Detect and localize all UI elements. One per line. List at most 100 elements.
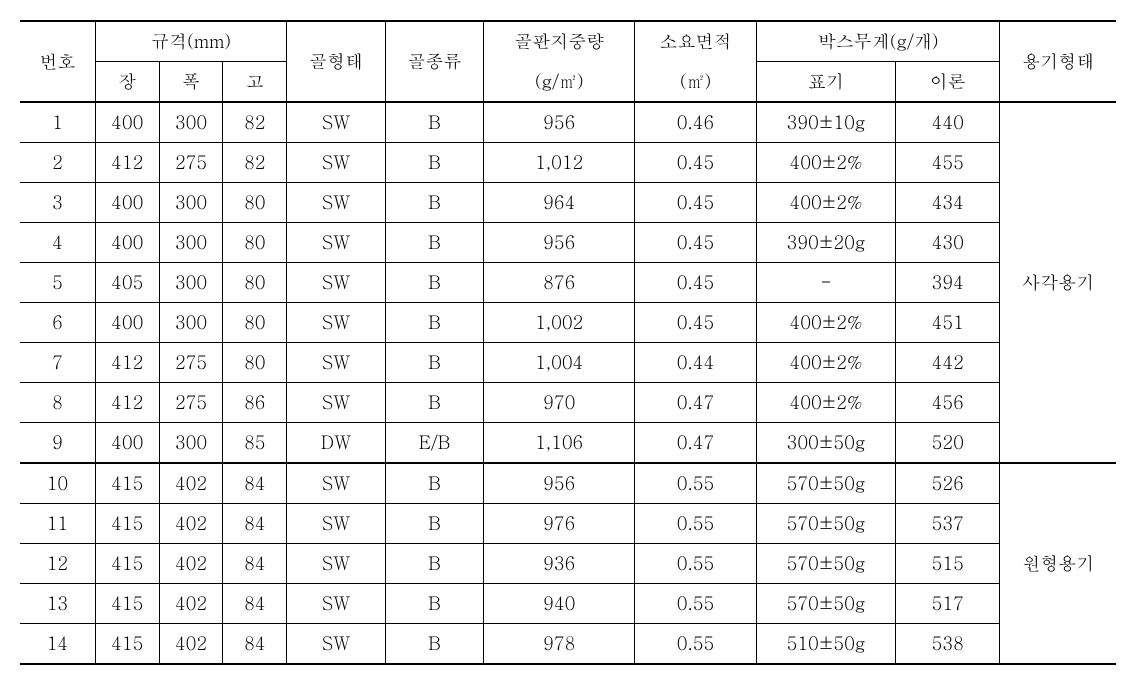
cell-num: 10 xyxy=(20,463,95,504)
cell-width: 300 xyxy=(159,423,223,464)
cell-req-area: 0.45 xyxy=(635,183,757,223)
cell-height: 84 xyxy=(223,584,287,624)
hdr-box-theory: 이론 xyxy=(896,62,1000,103)
table-container: 번호 규격(mm) 골형태 골종류 골판지중량 소요면적 박스무게(g/개) 용… xyxy=(20,20,1116,665)
cell-board-weight: 956 xyxy=(484,102,635,143)
cell-flute-form: SW xyxy=(287,343,386,383)
cell-req-area: 0.44 xyxy=(635,343,757,383)
cell-height: 80 xyxy=(223,303,287,343)
cell-flute-form: SW xyxy=(287,102,386,143)
cell-width: 402 xyxy=(159,624,223,665)
cell-req-area: 0.55 xyxy=(635,504,757,544)
cell-flute-form: SW xyxy=(287,383,386,423)
cell-box-theory: 455 xyxy=(896,143,1000,183)
cell-req-area: 0.55 xyxy=(635,463,757,504)
cell-box-theory: 442 xyxy=(896,343,1000,383)
cell-board-weight: 956 xyxy=(484,223,635,263)
cell-length: 412 xyxy=(95,383,159,423)
cell-box-label: 390±10g xyxy=(756,102,895,143)
hdr-req-area-unit: (㎡) xyxy=(635,62,757,103)
cell-req-area: 0.45 xyxy=(635,143,757,183)
cell-length: 405 xyxy=(95,263,159,303)
cell-height: 80 xyxy=(223,343,287,383)
table-row: 440030080SWB9560.45390±20g430 xyxy=(20,223,1116,263)
cell-width: 300 xyxy=(159,102,223,143)
cell-box-label: 570±50g xyxy=(756,584,895,624)
cell-length: 400 xyxy=(95,183,159,223)
cell-container-type: 사각용기 xyxy=(1000,102,1116,463)
cell-box-label: 510±50g xyxy=(756,624,895,665)
cell-req-area: 0.55 xyxy=(635,544,757,584)
cell-width: 402 xyxy=(159,463,223,504)
table-row: 1141540284SWB9760.55570±50g537 xyxy=(20,504,1116,544)
table-row: 1341540284SWB9400.55570±50g517 xyxy=(20,584,1116,624)
table-body-group2: 1041540284SWB9560.55570±50g526원형용기114154… xyxy=(20,463,1116,664)
cell-req-area: 0.45 xyxy=(635,223,757,263)
cell-width: 300 xyxy=(159,303,223,343)
cell-box-theory: 430 xyxy=(896,223,1000,263)
cell-height: 85 xyxy=(223,423,287,464)
hdr-spec: 규격(mm) xyxy=(95,21,286,62)
table-row: 841227586SWB9700.47400±2%456 xyxy=(20,383,1116,423)
cell-flute-type: E/B xyxy=(385,423,484,464)
cell-height: 80 xyxy=(223,223,287,263)
table-row: 140030082SWB9560.46390±10g440사각용기 xyxy=(20,102,1116,143)
cell-board-weight: 964 xyxy=(484,183,635,223)
table-body-group1: 140030082SWB9560.46390±10g440사각용기2412275… xyxy=(20,102,1116,463)
cell-box-theory: 537 xyxy=(896,504,1000,544)
cell-box-theory: 538 xyxy=(896,624,1000,665)
cell-box-label: 570±50g xyxy=(756,463,895,504)
cell-box-theory: 517 xyxy=(896,584,1000,624)
cell-flute-type: B xyxy=(385,183,484,223)
cell-length: 415 xyxy=(95,544,159,584)
cell-num: 7 xyxy=(20,343,95,383)
cell-width: 275 xyxy=(159,343,223,383)
cell-board-weight: 936 xyxy=(484,544,635,584)
cell-flute-type: B xyxy=(385,504,484,544)
cell-board-weight: 876 xyxy=(484,263,635,303)
cell-num: 1 xyxy=(20,102,95,143)
cell-box-label: - xyxy=(756,263,895,303)
cell-flute-form: DW xyxy=(287,423,386,464)
cell-length: 400 xyxy=(95,223,159,263)
table-row: 741227580SWB1,0040.44400±2%442 xyxy=(20,343,1116,383)
cell-width: 300 xyxy=(159,183,223,223)
cell-req-area: 0.45 xyxy=(635,263,757,303)
hdr-box-weight: 박스무게(g/개) xyxy=(756,21,1000,62)
cell-num: 12 xyxy=(20,544,95,584)
cell-num: 8 xyxy=(20,383,95,423)
cell-height: 84 xyxy=(223,544,287,584)
cell-height: 80 xyxy=(223,183,287,223)
cell-req-area: 0.47 xyxy=(635,423,757,464)
cell-flute-type: B xyxy=(385,544,484,584)
hdr-spec-h: 고 xyxy=(223,62,287,103)
cell-board-weight: 970 xyxy=(484,383,635,423)
table-row: 1241540284SWB9360.55570±50g515 xyxy=(20,544,1116,584)
hdr-flute-type: 골종류 xyxy=(385,21,484,102)
cell-height: 82 xyxy=(223,143,287,183)
hdr-board-weight: 골판지중량 xyxy=(484,21,635,62)
cell-flute-form: SW xyxy=(287,544,386,584)
cell-num: 14 xyxy=(20,624,95,665)
table-row: 540530080SWB8760.45-394 xyxy=(20,263,1116,303)
cell-board-weight: 1,106 xyxy=(484,423,635,464)
cell-box-label: 570±50g xyxy=(756,544,895,584)
table-header: 번호 규격(mm) 골형태 골종류 골판지중량 소요면적 박스무게(g/개) 용… xyxy=(20,21,1116,102)
cell-num: 11 xyxy=(20,504,95,544)
cell-flute-form: SW xyxy=(287,143,386,183)
cell-box-theory: 515 xyxy=(896,544,1000,584)
cell-req-area: 0.47 xyxy=(635,383,757,423)
cell-box-theory: 451 xyxy=(896,303,1000,343)
cell-flute-type: B xyxy=(385,463,484,504)
cell-box-theory: 520 xyxy=(896,423,1000,464)
cell-box-label: 570±50g xyxy=(756,504,895,544)
table-row: 940030085DWE/B1,1060.47300±50g520 xyxy=(20,423,1116,464)
cell-box-label: 400±2% xyxy=(756,383,895,423)
cell-flute-form: SW xyxy=(287,183,386,223)
cell-length: 415 xyxy=(95,504,159,544)
cell-board-weight: 940 xyxy=(484,584,635,624)
cell-width: 300 xyxy=(159,263,223,303)
cell-flute-form: SW xyxy=(287,463,386,504)
hdr-num: 번호 xyxy=(20,21,95,102)
cell-length: 412 xyxy=(95,143,159,183)
